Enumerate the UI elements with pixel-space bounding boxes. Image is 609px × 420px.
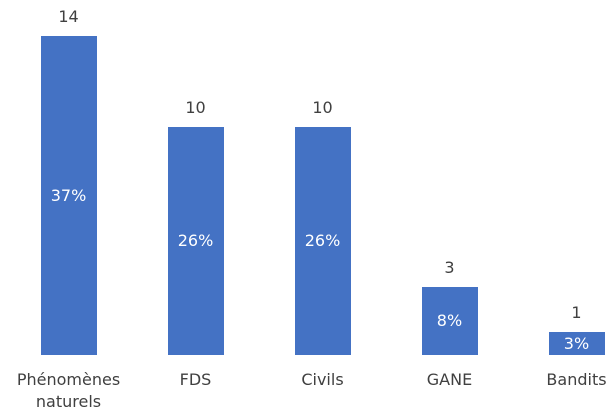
share-label: 3% bbox=[563, 333, 590, 353]
share-label: 26% bbox=[304, 231, 341, 251]
x-tick-label: Bandits bbox=[546, 370, 607, 389]
x-tick-label: Phénomènes naturels bbox=[16, 370, 121, 411]
bar bbox=[294, 127, 351, 355]
bar bbox=[40, 36, 97, 355]
bar bbox=[167, 127, 224, 355]
bar bbox=[421, 286, 478, 355]
value-label: 14 bbox=[58, 7, 79, 26]
value-label: 10 bbox=[312, 98, 333, 118]
x-tick-label: Civils bbox=[301, 370, 344, 389]
share-label: 26% bbox=[177, 231, 214, 251]
bar bbox=[548, 332, 605, 355]
value-label: 10 bbox=[185, 98, 206, 118]
x-tick-label: FDS bbox=[179, 370, 212, 389]
value-label: 3 bbox=[444, 257, 455, 277]
x-tick-label: GANE bbox=[426, 370, 473, 389]
share-label: 8% bbox=[436, 310, 463, 330]
value-label: 1 bbox=[571, 303, 582, 323]
share-label: 37% bbox=[50, 185, 87, 205]
